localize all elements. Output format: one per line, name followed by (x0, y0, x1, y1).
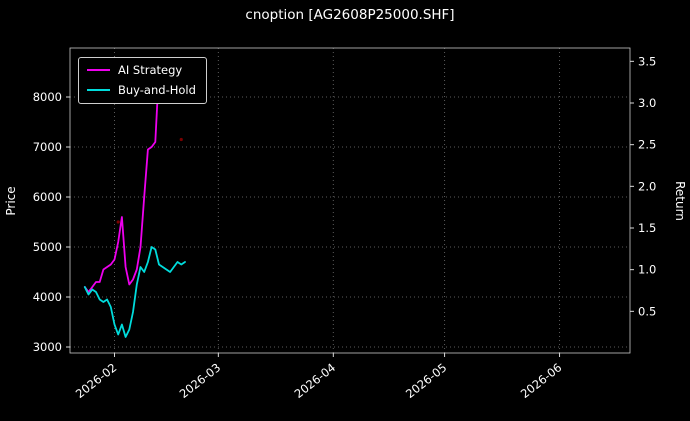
y-left-tick-label: 7000 (33, 140, 62, 154)
y-left-tick-label: 4000 (33, 290, 62, 304)
y-right-tick-label: 1.5 (638, 221, 656, 235)
ai-strategy-line-swatch (87, 68, 110, 72)
legend-item-ai-strategy: AI Strategy (87, 63, 196, 77)
series-line-ai-strategy (83, 68, 160, 293)
signal-marker (179, 137, 183, 142)
x-tick-label: 2026-02 (73, 360, 119, 401)
y-left-tick-label: 8000 (33, 90, 62, 104)
y-right-tick-label: 2.5 (638, 138, 656, 152)
signal-marker (116, 220, 120, 224)
y-right-tick-label: 2.0 (638, 179, 656, 193)
y-left-tick-label: 5000 (33, 240, 62, 254)
legend-label-buy-and-hold: Buy-and-Hold (118, 83, 196, 97)
y-right-tick-label: 0.5 (638, 304, 656, 318)
chart-title: cnoption [AG2608P25000.SHF] (245, 7, 455, 23)
y-right-tick-label: 1.0 (638, 263, 656, 277)
x-tick-label: 2026-06 (518, 360, 564, 401)
legend-label-ai-strategy: AI Strategy (118, 63, 183, 77)
buy-and-hold-line-swatch (87, 88, 110, 92)
y-axis-label-price: Price (4, 186, 18, 215)
series-line-buy-and-hold (83, 246, 186, 338)
y-left-tick-label: 6000 (33, 190, 62, 204)
legend: AI Strategy Buy-and-Hold (78, 57, 207, 104)
x-tick-label: 2026-05 (403, 360, 449, 401)
y-axis-label-return: Return (673, 181, 687, 221)
x-tick-label: 2026-03 (177, 360, 223, 401)
y-right-tick-label: 3.5 (638, 54, 656, 68)
x-tick-label: 2026-04 (292, 360, 338, 401)
plot-frame (69, 47, 631, 354)
y-left-tick-label: 3000 (33, 340, 62, 354)
y-right-tick-label: 3.0 (638, 96, 656, 110)
legend-item-buy-and-hold: Buy-and-Hold (87, 83, 196, 97)
